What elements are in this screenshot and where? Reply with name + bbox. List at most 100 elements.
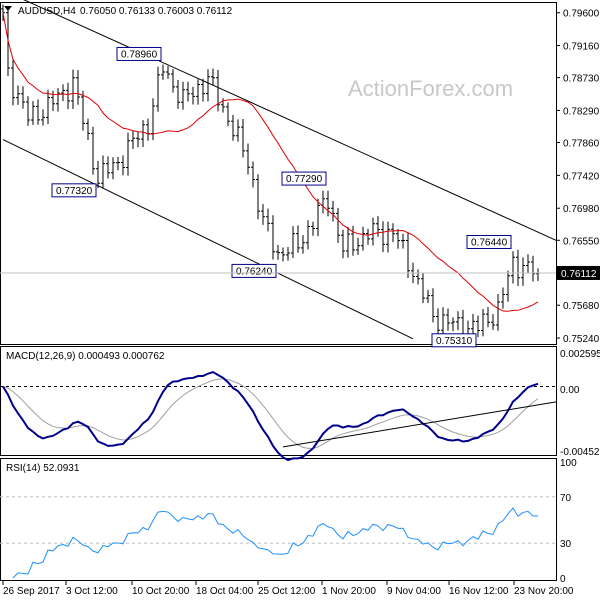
ohlc-bar <box>336 207 340 244</box>
price-label-box <box>281 171 327 186</box>
ohlc-bar <box>256 174 260 220</box>
y-tick-label: 0.76980 <box>563 204 600 215</box>
price-label-box <box>466 234 512 249</box>
ohlc-bar <box>286 247 290 261</box>
ohlc-bar <box>371 217 375 246</box>
ohlc-bar <box>301 235 305 254</box>
ohlc-bar <box>446 308 450 331</box>
ohlc-bar <box>361 226 365 251</box>
x-tick-label: 25 Oct 12:00 <box>258 586 316 597</box>
rsi-y-label: 0 <box>560 574 566 585</box>
ohlc-bar <box>251 161 255 188</box>
ohlc-bar <box>231 114 235 141</box>
ohlc-bar <box>531 255 535 282</box>
price-label-box <box>51 183 97 198</box>
ohlc-bar <box>291 226 295 258</box>
y-tick-label: 0.79160 <box>563 42 600 53</box>
price-label: 0.76440 <box>471 237 508 248</box>
ohlc-bar <box>331 200 335 222</box>
y-tick-label: 0.78730 <box>563 74 600 85</box>
upper-channel-trendline <box>23 0 557 241</box>
ohlc-bar <box>196 79 200 105</box>
ohlc-bar <box>156 66 160 112</box>
rsi-y-label: 30 <box>560 539 572 550</box>
ohlc-bar <box>481 308 485 337</box>
ohlc-bar <box>246 143 250 175</box>
ohlc-bar <box>276 244 280 260</box>
price-label: 0.78960 <box>121 49 158 60</box>
ohlc-bar <box>311 221 315 236</box>
macd-signal-line <box>2 378 539 449</box>
ohlc-values: 0.76050 0.76133 0.76003 0.76112 <box>80 6 233 17</box>
ohlc-bar <box>396 228 400 249</box>
ohlc-bar <box>451 317 455 332</box>
macd-line <box>2 370 539 462</box>
dropdown-triangle-icon[interactable] <box>4 6 12 11</box>
ohlc-bar <box>431 288 435 323</box>
x-tick-label: 1 Nov 20:00 <box>322 586 376 597</box>
price-panel-frame <box>0 2 557 345</box>
ohlc-bar <box>491 314 495 330</box>
ohlc-bar <box>76 70 80 105</box>
ohlc-bar <box>116 157 120 171</box>
ohlc-bar <box>346 226 350 258</box>
y-tick-label: 0.78290 <box>563 106 600 117</box>
ohlc-bar <box>126 132 130 176</box>
moving-average-line <box>2 12 539 312</box>
price-label: 0.77290 <box>286 174 323 185</box>
x-tick-label: 26 Sep 2017 <box>3 586 60 597</box>
ohlc-bar <box>21 86 25 109</box>
ohlc-bar <box>226 102 230 127</box>
ohlc-bar <box>236 119 240 142</box>
rsi-panel-frame <box>0 458 557 581</box>
ohlc-bar <box>426 289 430 304</box>
rsi-title: RSI(14) 52.0931 <box>6 463 80 474</box>
ohlc-bar <box>511 251 515 284</box>
x-tick-label: 3 Oct 12:00 <box>66 586 118 597</box>
macd-trendline <box>282 401 557 448</box>
ohlc-bar <box>211 68 215 86</box>
ohlc-bar <box>81 90 85 131</box>
price-label-box <box>431 333 477 348</box>
ohlc-bar <box>366 228 370 245</box>
ohlc-bar <box>381 221 385 253</box>
ohlc-bar <box>516 249 520 286</box>
ohlc-bar <box>186 81 190 102</box>
ohlc-bar <box>111 157 115 180</box>
ohlc-bar <box>71 69 75 109</box>
ohlc-bar <box>456 311 460 331</box>
ohlc-bar <box>136 131 140 148</box>
x-tick-label: 9 Nov 04:00 <box>387 586 441 597</box>
price-label: 0.75310 <box>436 336 473 347</box>
current-price-label: 0.76112 <box>561 269 597 280</box>
y-tick-label: 0.76550 <box>563 236 600 247</box>
ohlc-bar <box>521 257 525 286</box>
y-tick-label: 0.77860 <box>563 139 600 150</box>
y-tick-label: 0.79600 <box>563 9 600 20</box>
ohlc-bar <box>421 273 425 304</box>
symbol-title: AUDUSD,H4 <box>18 6 76 17</box>
rsi-y-label: 70 <box>560 493 572 504</box>
ohlc-bar <box>41 109 45 126</box>
ohlc-bar <box>356 237 360 255</box>
ohlc-bar <box>66 82 70 110</box>
ohlc-bar <box>31 101 35 125</box>
ohlc-bar <box>131 130 135 149</box>
current-price-box <box>557 265 600 280</box>
ohlc-bar <box>386 221 390 253</box>
ohlc-bar <box>506 270 510 302</box>
price-label-box <box>116 46 162 61</box>
y-tick-label: 0.75240 <box>563 334 600 345</box>
ohlc-bar <box>16 85 20 105</box>
rsi-y-label: 100 <box>560 458 577 469</box>
ohlc-bar <box>266 208 270 232</box>
y-tick-label: 0.75680 <box>563 301 600 312</box>
price-label-box <box>231 263 277 278</box>
x-tick-label: 16 Nov 12:00 <box>449 586 509 597</box>
ohlc-bar <box>376 216 380 237</box>
ohlc-bar <box>341 229 345 259</box>
ohlc-bar <box>141 120 145 147</box>
ohlc-bar <box>471 313 475 337</box>
x-tick-label: 10 Oct 20:00 <box>132 586 190 597</box>
